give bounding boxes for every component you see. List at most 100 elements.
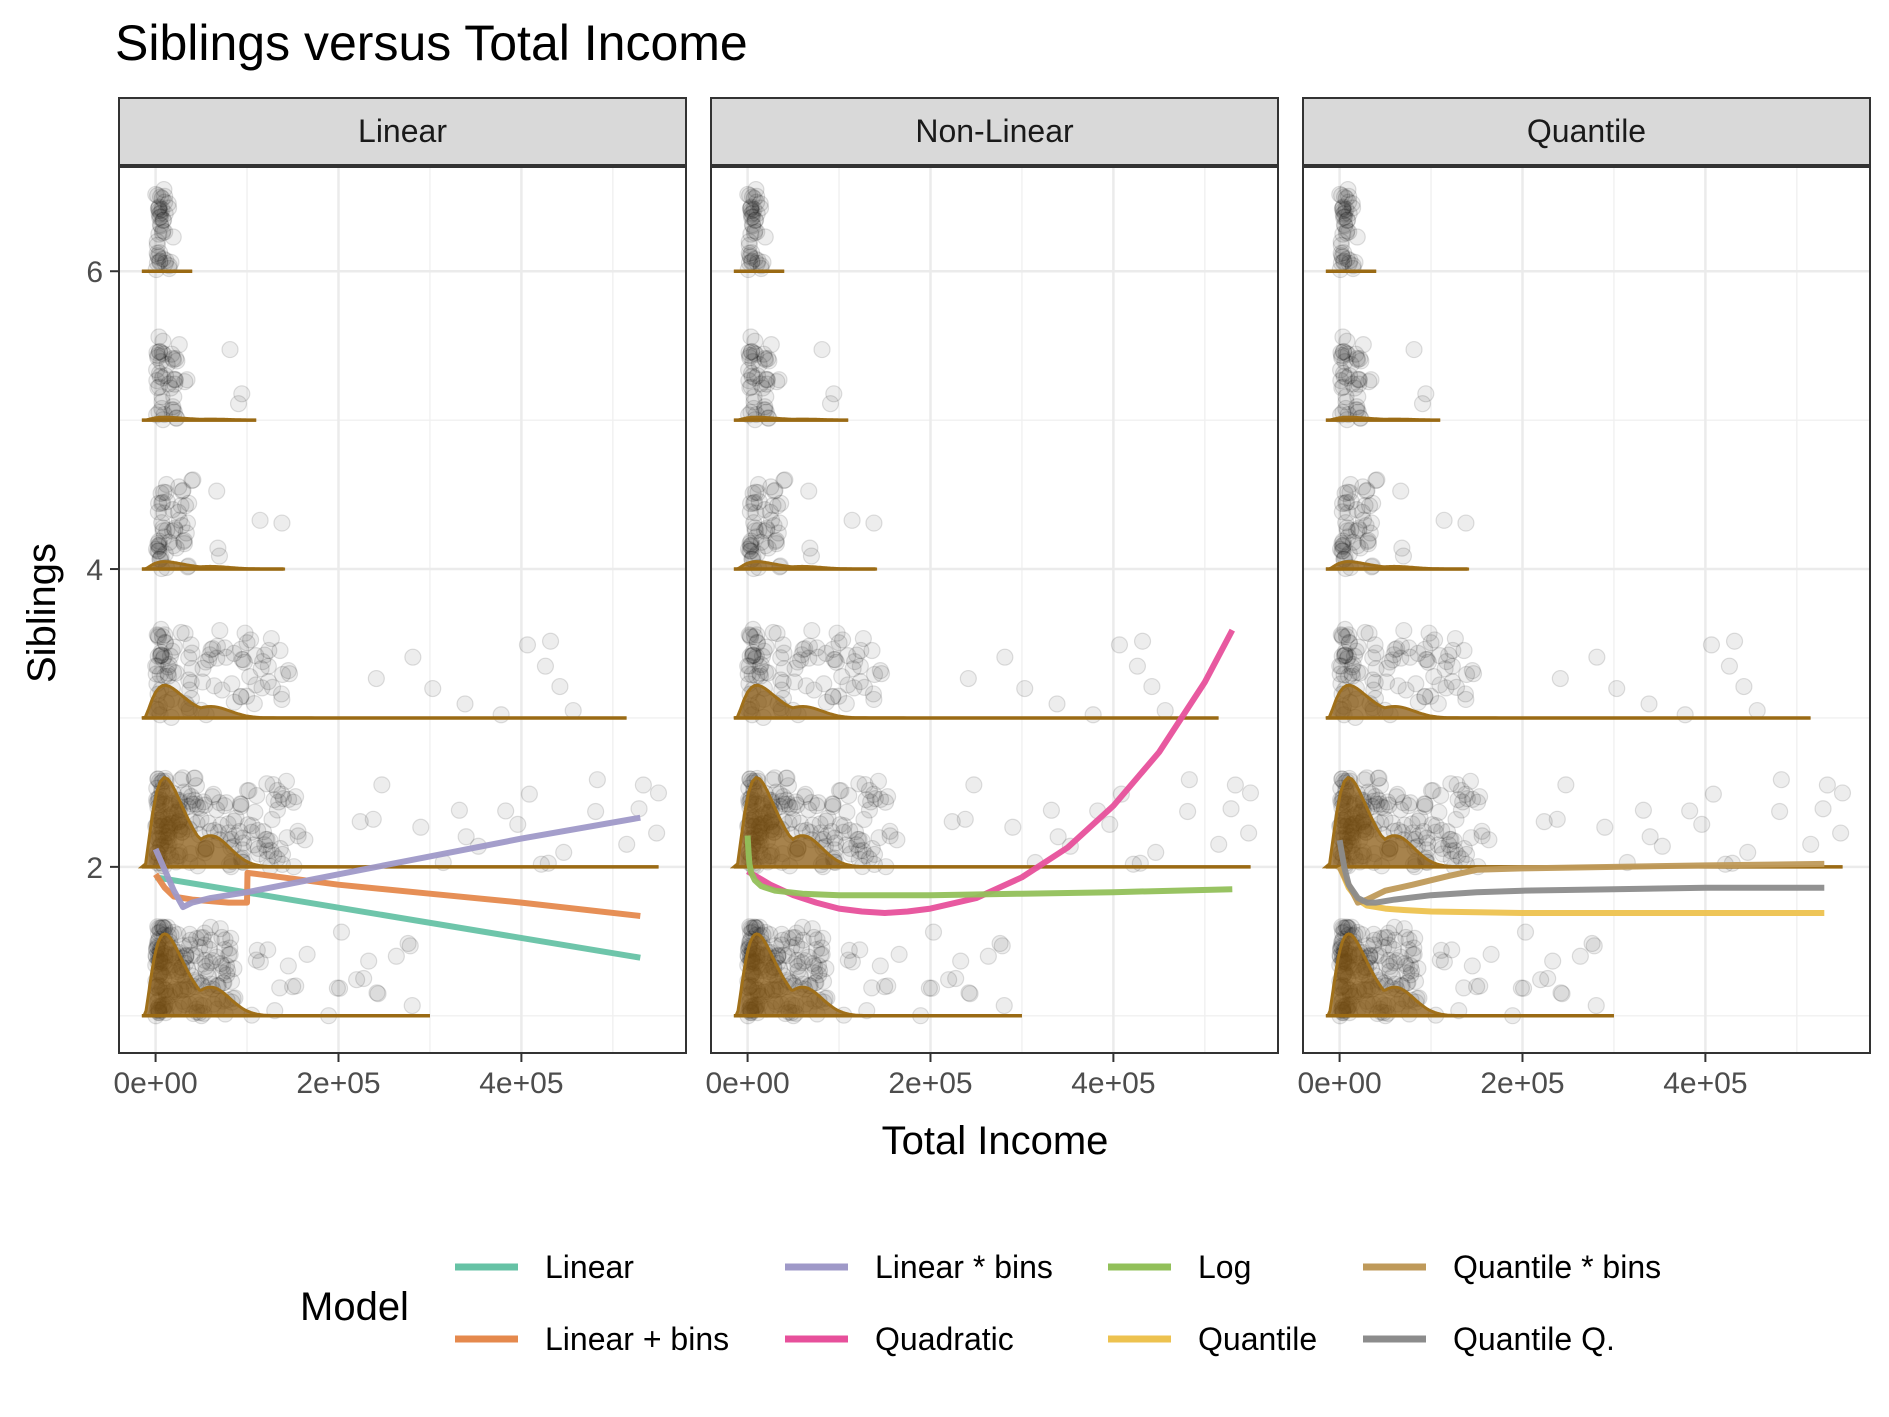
scatter-point [775,946,793,964]
scatter-point [369,985,387,1003]
scatter-point [154,522,172,540]
scatter-point [1337,388,1355,406]
scatter-point [249,821,267,840]
scatter-point [1350,521,1368,539]
scatter-point [940,971,958,989]
scatter-point [1365,792,1383,810]
scatter-point [860,781,879,800]
scatter-point [743,342,761,361]
plot-background [119,167,686,1053]
scatter-point [216,639,234,657]
scatter-point [1343,199,1362,217]
scatter-point [1358,769,1376,787]
scatter-point [756,349,774,368]
scatter-point [536,657,555,675]
scatter-group-siblings-3 [1331,620,1766,727]
scatter-point [1385,918,1404,936]
scatter-group-siblings-5 [148,328,251,429]
scatter-point [753,647,772,665]
scatter-point [163,345,181,363]
scatter-point [1463,661,1481,680]
scatter-point [959,669,977,688]
scatter-point [457,828,475,846]
scatter-point [745,918,764,936]
plot-background [711,167,1278,1053]
scatter-point [1416,688,1434,706]
scatter-point [1596,818,1614,836]
scatter-point [1331,657,1349,675]
scatter-point [197,957,215,976]
strip-label-quantile: Quantile [1527,113,1646,149]
scatter-point [1334,538,1352,556]
scatter-point [1470,788,1489,806]
scatter-point [741,348,759,367]
scatter-point [159,199,178,217]
scatter-point [387,947,405,965]
scatter-point [587,802,605,821]
scatter-point [258,842,276,860]
scatter-point [230,822,249,841]
scatter-point [779,777,798,795]
scatter-point [233,650,251,669]
scatter-point [1334,364,1353,383]
scatter-point [741,186,759,205]
scatter-point [150,494,168,513]
scatter-point [769,524,787,542]
scatter-point [1406,972,1425,991]
scatter-point [743,647,761,665]
scatter-point [1458,789,1476,808]
scatter-point [156,205,174,223]
scatter-point [756,501,774,519]
scatter-point [1341,475,1360,494]
x-tick-label: 0e+00 [113,1067,197,1100]
scatter-point [241,631,260,649]
scatter-point [789,962,807,980]
scatter-point [1332,244,1350,262]
scatter-point [1583,934,1601,953]
scatter-point [1380,951,1398,969]
scatter-point [1553,985,1571,1003]
scatter-point [1343,658,1361,676]
scatter-point [1342,492,1360,511]
scatter-point [218,962,237,980]
scatter-point [1371,777,1390,795]
scatter-point [634,776,652,794]
panel-border-quantile [1302,166,1871,1054]
scatter-point [748,223,766,241]
scatter-point [1338,522,1356,540]
scatter-point [1360,497,1379,515]
scatter-point [751,667,770,685]
scatter-point [742,205,760,223]
scatter-point [1420,624,1438,642]
scatter-point [148,626,166,644]
scatter-point [1418,829,1436,847]
scatter-point [151,216,170,234]
scatter-point [167,664,185,682]
scatter-point [809,648,827,666]
scatter-point [748,187,766,205]
scatter-point [1346,253,1364,271]
scatter-point [789,653,807,671]
scatter-point [151,647,169,665]
scatter-point [794,931,812,949]
scatter-point [1334,542,1352,560]
scatter-point [1442,775,1460,793]
scatter-point [1445,832,1463,850]
scatter-point [1369,791,1388,809]
scatter-point [539,854,557,872]
scatter-point [947,969,965,988]
scatter-point [150,343,168,361]
scatter-point [865,690,883,709]
scatter-point [1464,665,1483,683]
scatter-point [756,522,774,540]
scatter-point [243,823,261,841]
scatter-point [745,494,763,512]
scatter-point [1179,802,1197,821]
scatter-point [1435,511,1453,529]
scatter-point [185,769,203,787]
scatter-point [1333,534,1351,553]
panel-border-non-linear [710,166,1279,1054]
scatter-point [739,540,758,558]
scatter-point [153,200,171,219]
scatter-point [256,646,274,664]
